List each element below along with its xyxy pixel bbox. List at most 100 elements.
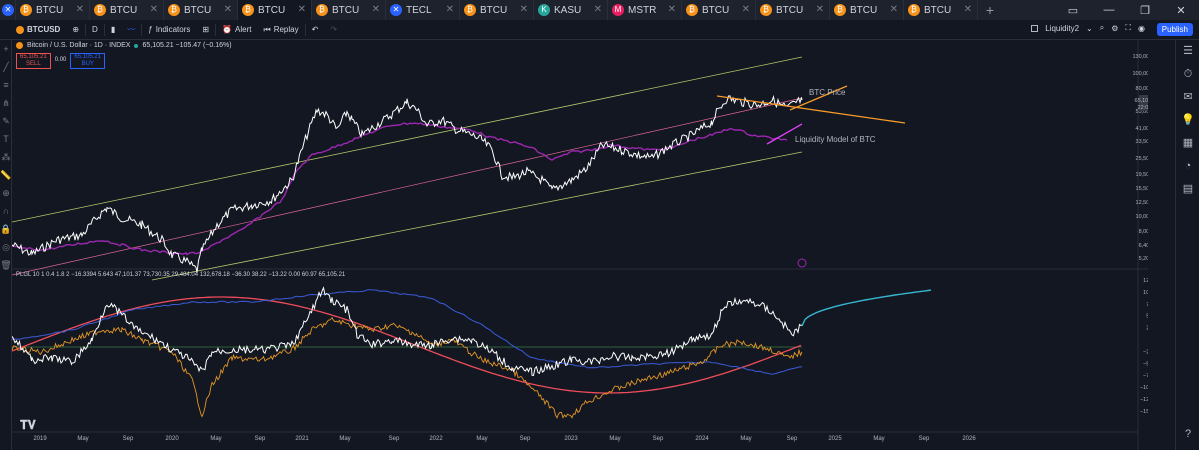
tab-close-icon[interactable]: ✕ <box>519 4 528 15</box>
tab-2[interactable]: ₿ BTCU ✕ <box>164 0 238 20</box>
undo-icon[interactable]: ↶ <box>311 25 319 34</box>
osc-axis-label: 100.00 <box>1143 290 1148 296</box>
price-axis-label: 8,000.00 <box>1139 229 1148 235</box>
time-axis-label: 2025 <box>828 436 842 442</box>
notifications-icon[interactable]: ◔ <box>1184 160 1192 172</box>
magnet-icon[interactable]: ∩ <box>2 206 10 216</box>
time-axis-label: May <box>609 436 620 442</box>
eye-icon[interactable]: ◎ <box>2 242 10 252</box>
tab-close-icon[interactable]: ✕ <box>741 4 750 15</box>
current-price-tag <box>1139 95 1148 111</box>
osc-axis-label: −100.00 <box>1140 385 1148 391</box>
indicators-button[interactable]: ƒ Indicators <box>142 25 196 34</box>
tab-0[interactable]: ₿ BTCU ✕ <box>16 0 90 20</box>
ideas-lightbulb-icon[interactable]: 💡 <box>1181 114 1195 126</box>
pattern-icon[interactable]: ⁂ <box>1 152 11 162</box>
fib-icon[interactable]: ≡ <box>3 80 9 90</box>
lower-channel-line <box>151 151 803 281</box>
tab-close-icon[interactable]: ✕ <box>149 4 158 15</box>
text-icon[interactable]: T <box>3 134 9 144</box>
tab-1[interactable]: ₿ BTCU ✕ <box>90 0 164 20</box>
chevron-down-icon[interactable]: ⌄ <box>1086 23 1093 33</box>
calendar-icon[interactable]: ▦ <box>1182 137 1194 149</box>
snapshot-camera-icon[interactable]: ◉ <box>1138 23 1145 33</box>
crosshair-icon[interactable]: + <box>3 44 9 54</box>
tab-symbol-icon: ₿ <box>94 4 106 16</box>
chat-icon[interactable]: ✉ <box>1183 91 1193 103</box>
watchlist-icon[interactable]: ☰ <box>1183 45 1193 57</box>
tab-close-icon[interactable]: ✕ <box>593 4 602 15</box>
osc-red-cycle-line <box>12 296 802 394</box>
sell-button[interactable]: 65,105.21 SELL <box>16 53 51 69</box>
price-axis-label: 15,500.00 <box>1136 186 1148 192</box>
lock-icon[interactable]: 🔒 <box>0 224 12 234</box>
time-axis-label: Sep <box>787 436 798 442</box>
price-axis-label: 5,200.00 <box>1139 256 1148 262</box>
symbol-search[interactable]: BTCUSD <box>0 25 66 34</box>
alerts-clock-icon[interactable]: ⏱ <box>1183 68 1193 80</box>
tab-symbol-icon: ₿ <box>834 4 846 16</box>
tab-label: BTCU <box>258 4 286 16</box>
osc-axis-label: 75.00 <box>1146 302 1148 308</box>
tab-symbol-icon: ₿ <box>168 4 180 16</box>
help-icon[interactable]: ? <box>1184 428 1192 440</box>
tab-close-icon[interactable]: ✕ <box>889 4 898 15</box>
alert-button[interactable]: ⏰ Alert <box>216 25 257 34</box>
tab-close-icon[interactable]: ✕ <box>371 4 380 15</box>
quick-search-icon[interactable]: ⌕ <box>1099 23 1105 32</box>
tab-10[interactable]: ₿ BTCU ✕ <box>756 0 830 20</box>
new-tab-plus-icon[interactable]: + <box>985 2 995 18</box>
tab-close-icon[interactable]: ✕ <box>297 4 306 15</box>
tab-close-icon[interactable]: ✕ <box>667 4 676 15</box>
zoom-icon[interactable]: ⊕ <box>2 188 10 198</box>
layout-icon[interactable]: ▭ <box>1067 4 1079 17</box>
tab-symbol-icon: ₿ <box>464 4 476 16</box>
time-axis-label: May <box>476 436 487 442</box>
trash-icon[interactable]: 🗑 <box>0 260 12 270</box>
btc-price-line <box>12 94 803 273</box>
fullscreen-icon[interactable]: ⛶ <box>1125 23 1132 32</box>
tab-label: KASU <box>554 4 582 16</box>
tab-close-icon[interactable]: ✕ <box>223 4 232 15</box>
close-window-icon[interactable]: ✕ <box>1176 4 1186 17</box>
tab-11[interactable]: ₿ BTCU ✕ <box>830 0 904 20</box>
tab-close-icon[interactable]: ✕ <box>963 4 972 15</box>
tab-12[interactable]: ₿ BTCU ✕ <box>904 0 978 20</box>
tab-6[interactable]: ₿ BTCU ✕ <box>460 0 534 20</box>
line-style-icon[interactable]: 〰 <box>127 25 136 34</box>
tab-7[interactable]: K KASU ✕ <box>534 0 608 20</box>
layout-checkbox[interactable] <box>1031 24 1039 32</box>
bars-style-icon[interactable]: ▮ <box>110 25 116 34</box>
time-axis-label: Sep <box>255 436 266 442</box>
layout-name[interactable]: Liquidity2 <box>1045 23 1080 33</box>
app-menu-button[interactable]: ✕ <box>0 0 16 20</box>
tab-8[interactable]: M MSTR ✕ <box>608 0 682 20</box>
tab-close-icon[interactable]: ✕ <box>445 4 454 15</box>
tab-close-icon[interactable]: ✕ <box>75 4 84 15</box>
tab-5[interactable]: ✕ TECL ✕ <box>386 0 460 20</box>
templates-icon[interactable]: ⊞ <box>202 25 210 34</box>
redo-icon[interactable]: ↷ <box>330 25 338 34</box>
compare-plus-icon[interactable]: ⊕ <box>72 25 80 34</box>
settings-gear-icon[interactable]: ⚙ <box>1111 23 1119 33</box>
tab-3[interactable]: ₿ BTCU ✕ <box>238 0 312 20</box>
tab-close-icon[interactable]: ✕ <box>815 4 824 15</box>
indicator-legend: PLGL 10 1 0.4 1.8 2 −16.3394 5.643 47,10… <box>16 272 346 278</box>
time-axis-label: 2024 <box>695 436 709 442</box>
buy-button[interactable]: 65,105.21 BUY <box>70 53 106 69</box>
trendline-icon[interactable]: ╱ <box>3 62 9 72</box>
minimize-icon[interactable]: — <box>1103 4 1115 16</box>
tab-9[interactable]: ₿ BTCU ✕ <box>682 0 756 20</box>
ruler-icon[interactable]: 📏 <box>0 170 12 180</box>
hotlist-icon[interactable]: ▤ <box>1182 183 1194 195</box>
brush-icon[interactable]: ✎ <box>2 116 10 126</box>
replay-button[interactable]: ⏮ Replay <box>258 25 305 35</box>
publish-button[interactable]: Publish <box>1156 23 1193 36</box>
time-axis-label: May <box>339 436 350 442</box>
osc-axis-label: −25.00 <box>1143 349 1148 355</box>
restore-icon[interactable]: ❐ <box>1140 4 1150 17</box>
interval-button[interactable]: D <box>92 25 98 34</box>
pitchfork-icon[interactable]: ⋔ <box>2 98 10 108</box>
tab-4[interactable]: ₿ BTCU ✕ <box>312 0 386 20</box>
